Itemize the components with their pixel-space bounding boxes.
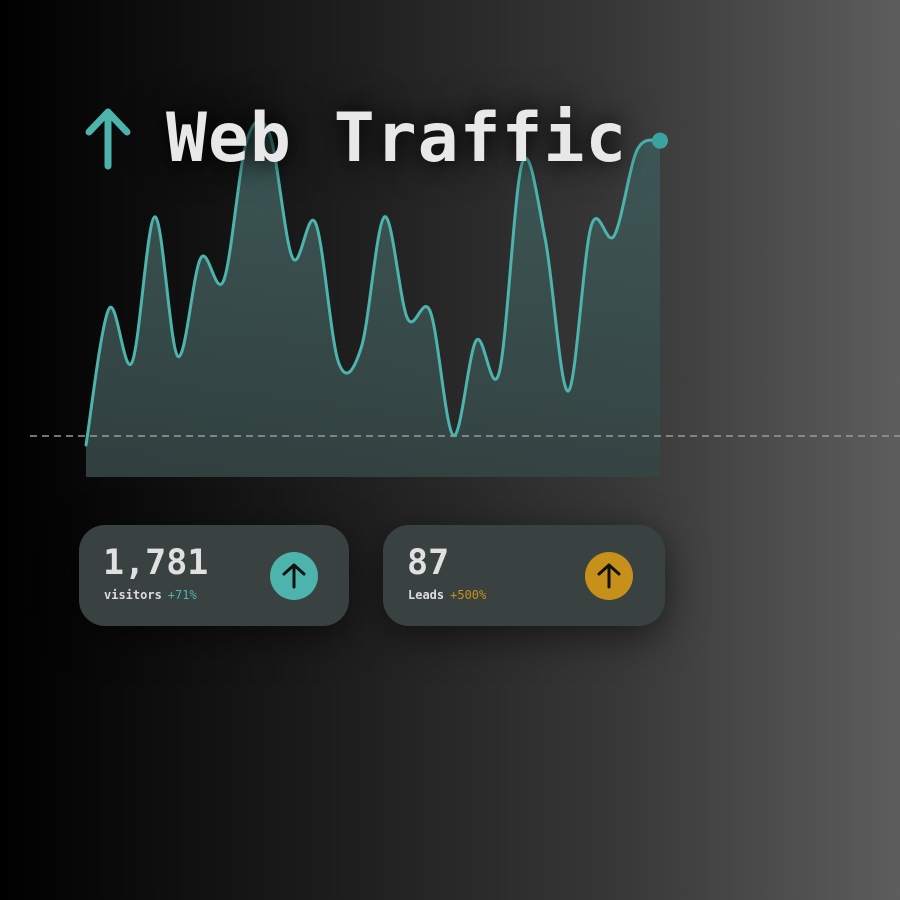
leads-stat-card: 87 Leads +500% (383, 525, 665, 626)
title-row: Web Traffic (84, 103, 627, 173)
leads-label: Leads (408, 588, 444, 602)
visitors-badge[interactable] (270, 552, 318, 600)
arrow-up-icon (281, 562, 307, 590)
leads-subline: Leads +500% (408, 588, 486, 602)
visitors-change: +71% (168, 588, 197, 602)
arrow-up-icon (84, 106, 132, 170)
page-title: Web Traffic (166, 99, 627, 178)
visitors-value: 1,781 (103, 543, 208, 583)
visitors-subline: visitors +71% (104, 588, 197, 602)
arrow-up-icon (596, 562, 622, 590)
leads-value: 87 (407, 543, 449, 583)
leads-change: +500% (450, 588, 486, 602)
leads-badge[interactable] (585, 552, 633, 600)
visitors-label: visitors (104, 588, 162, 602)
visitors-stat-card: 1,781 visitors +71% (79, 525, 349, 626)
last-data-point-marker (652, 133, 668, 149)
